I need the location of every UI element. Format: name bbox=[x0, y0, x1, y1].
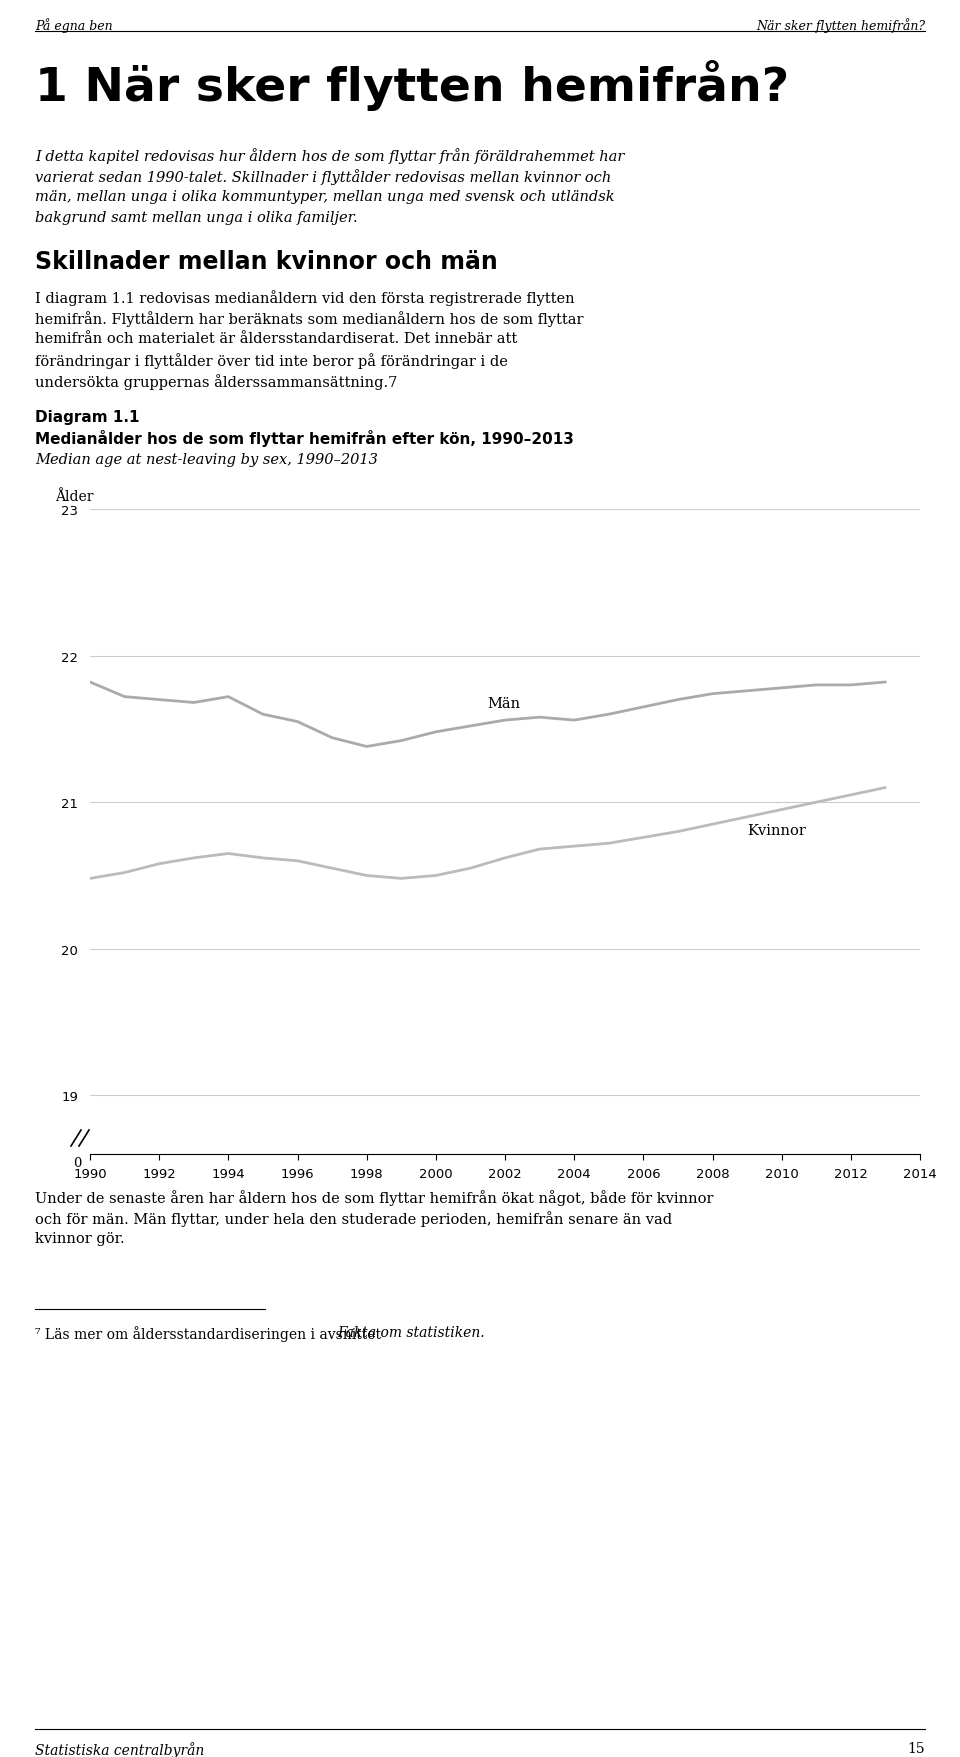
Text: hemifrån och materialet är åldersstandardiserat. Det innebär att: hemifrån och materialet är åldersstandar… bbox=[35, 332, 517, 346]
Text: Kvinnor: Kvinnor bbox=[747, 824, 806, 838]
Text: På egna ben: På egna ben bbox=[35, 18, 112, 33]
Text: Medianålder hos de som flyttar hemifrån efter kön, 1990–2013: Medianålder hos de som flyttar hemifrån … bbox=[35, 430, 574, 446]
Text: kvinnor gör.: kvinnor gör. bbox=[35, 1232, 125, 1246]
Text: ⁷ Läs mer om åldersstandardiseringen i avsnittet: ⁷ Läs mer om åldersstandardiseringen i a… bbox=[35, 1325, 385, 1341]
Text: Diagram 1.1: Diagram 1.1 bbox=[35, 409, 139, 425]
Text: Median age at nest-leaving by sex, 1990–2013: Median age at nest-leaving by sex, 1990–… bbox=[35, 453, 378, 467]
Text: varierat sedan 1990-talet. Skillnader i flyttålder redovisas mellan kvinnor och: varierat sedan 1990-talet. Skillnader i … bbox=[35, 169, 612, 184]
Text: undersökta gruppernas ålderssammansättning.7: undersökta gruppernas ålderssammansättni… bbox=[35, 374, 397, 390]
Text: I diagram 1.1 redovisas medianåldern vid den första registrerade flytten: I diagram 1.1 redovisas medianåldern vid… bbox=[35, 290, 575, 306]
Text: Fakta om statistiken.: Fakta om statistiken. bbox=[337, 1325, 485, 1339]
Text: När sker flytten hemifrån?: När sker flytten hemifrån? bbox=[756, 18, 925, 33]
Text: bakgrund samt mellan unga i olika familjer.: bakgrund samt mellan unga i olika familj… bbox=[35, 211, 358, 225]
Text: Statistiska centralbyrån: Statistiska centralbyrån bbox=[35, 1741, 204, 1757]
Text: I detta kapitel redovisas hur åldern hos de som flyttar från föräldrahemmet har: I detta kapitel redovisas hur åldern hos… bbox=[35, 148, 624, 163]
Text: och för män. Män flyttar, under hela den studerade perioden, hemifrån senare än : och för män. Män flyttar, under hela den… bbox=[35, 1211, 672, 1226]
Text: förändringar i flyttålder över tid inte beror på förändringar i de: förändringar i flyttålder över tid inte … bbox=[35, 353, 508, 369]
Text: Ålder: Ålder bbox=[55, 490, 93, 504]
Text: 0: 0 bbox=[74, 1156, 82, 1170]
Text: Skillnader mellan kvinnor och män: Skillnader mellan kvinnor och män bbox=[35, 249, 497, 274]
Text: Män: Män bbox=[488, 696, 521, 710]
Text: män, mellan unga i olika kommuntyper, mellan unga med svensk och utländsk: män, mellan unga i olika kommuntyper, me… bbox=[35, 190, 614, 204]
Text: hemifrån. Flyttåldern har beräknats som medianåldern hos de som flyttar: hemifrån. Flyttåldern har beräknats som … bbox=[35, 311, 584, 327]
Text: 1 När sker flytten hemifrån?: 1 När sker flytten hemifrån? bbox=[35, 60, 789, 111]
Text: Under de senaste åren har åldern hos de som flyttar hemifrån ökat något, både fö: Under de senaste åren har åldern hos de … bbox=[35, 1189, 713, 1205]
Text: 15: 15 bbox=[907, 1741, 925, 1755]
